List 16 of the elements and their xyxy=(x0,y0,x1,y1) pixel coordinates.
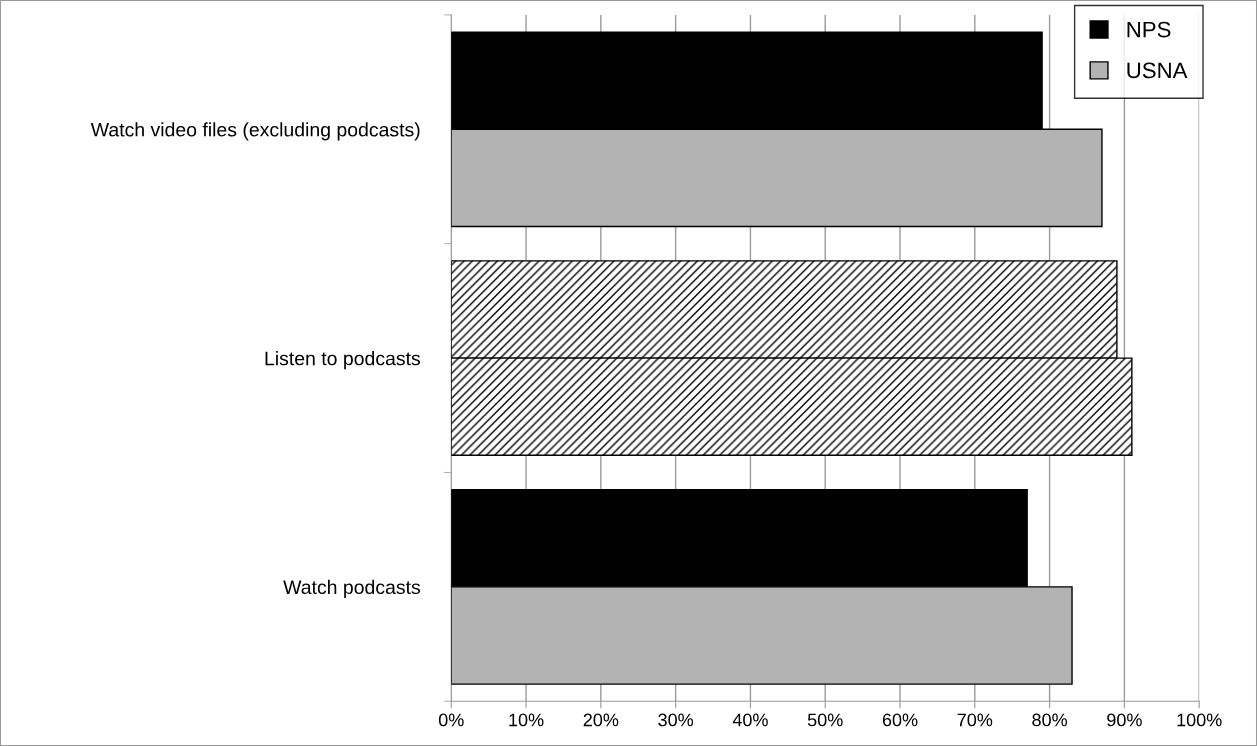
x-tick-label: 50% xyxy=(807,713,843,727)
x-tick-label: 40% xyxy=(732,713,768,727)
x-tick-label: 70% xyxy=(957,713,993,727)
y-tick-label: Watch podcasts xyxy=(283,579,421,598)
x-tick-label: 20% xyxy=(583,713,619,727)
legend-label: NPS xyxy=(1127,21,1171,38)
x-tick-label: 0% xyxy=(438,713,464,727)
x-tick-label: 30% xyxy=(658,713,694,727)
x-tick-label: 80% xyxy=(1032,713,1068,727)
legend-label: USNA xyxy=(1127,62,1188,79)
x-tick-label: 100% xyxy=(1177,713,1222,727)
x-tick-label: 90% xyxy=(1107,713,1142,727)
y-tick-label: Listen to podcasts xyxy=(265,351,421,370)
x-tick-label: 60% xyxy=(882,713,918,727)
x-tick-label: 10% xyxy=(509,713,544,727)
y-tick-label: Watch video files (excluding podcasts) xyxy=(90,122,420,141)
